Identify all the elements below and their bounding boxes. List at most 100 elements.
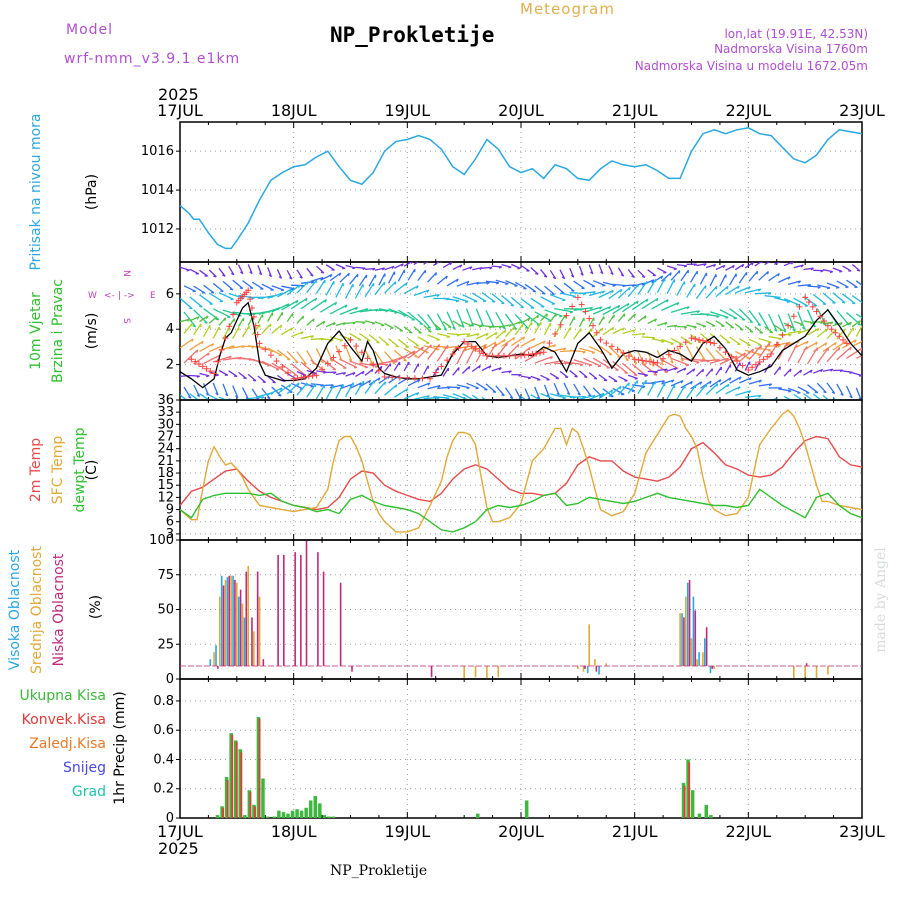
wind-arrowhead — [759, 331, 763, 334]
wind-vector — [456, 333, 470, 336]
wind-vector — [530, 394, 542, 400]
wind-vector — [212, 282, 224, 293]
y-tick-label: 100 — [149, 533, 174, 548]
wind-vector — [491, 265, 502, 268]
wind-vector — [709, 274, 717, 287]
wind-arrowhead — [243, 377, 247, 380]
wind-vector — [738, 348, 754, 363]
wind-vector — [680, 269, 689, 282]
wind-arrowhead — [561, 276, 565, 280]
wind-arrowhead — [726, 341, 731, 344]
wind-arrowhead — [196, 349, 199, 353]
precip-bar-precip_total — [476, 813, 480, 818]
wind-vector — [427, 334, 440, 341]
y-tick-label: 1016 — [141, 144, 174, 159]
wind-vector — [257, 375, 267, 383]
wind-arrowhead — [823, 391, 827, 394]
precip-bar-precip_conv — [226, 779, 229, 818]
wind-arrowhead — [849, 321, 852, 326]
wind-vector — [579, 347, 596, 354]
wind-vector — [306, 383, 317, 398]
wind-vector — [641, 279, 655, 286]
wind-vector — [813, 368, 823, 374]
wind-vector — [286, 269, 293, 280]
wind-vector — [806, 347, 818, 365]
wind-vector — [359, 332, 371, 342]
wind-vector — [472, 322, 483, 327]
wind-arrowhead — [703, 263, 707, 267]
wind-vector — [374, 365, 383, 374]
wind-vector — [579, 291, 596, 295]
wind-arrowhead — [732, 265, 735, 269]
precip-bar-precip_total — [308, 800, 313, 818]
wind-vector — [257, 295, 274, 300]
wind-vector — [520, 298, 535, 309]
wind-arrowhead — [632, 329, 636, 333]
wind-vector — [534, 285, 546, 295]
precip-legend-label: Grad — [72, 784, 106, 800]
wind-arrowhead — [205, 392, 209, 396]
wind-arrowhead — [633, 313, 636, 317]
wind-vector — [271, 285, 285, 291]
wind-vector — [397, 309, 416, 321]
wind-vector — [355, 266, 366, 269]
wind-vector — [559, 370, 569, 378]
wind-vector — [696, 263, 707, 267]
wind-vector — [836, 310, 850, 326]
wind-vector — [719, 274, 727, 287]
wind-vector — [306, 318, 315, 326]
wind-arrowhead — [421, 346, 424, 351]
wind-arrowhead — [410, 262, 413, 264]
wind-vector — [641, 362, 658, 376]
wind-arrowhead — [758, 379, 762, 383]
y-axis-label: (%) — [88, 595, 104, 619]
wind-vector — [271, 362, 289, 374]
wind-vector — [514, 323, 524, 336]
compass-bar: | — [118, 291, 121, 301]
wind-arrowhead — [636, 300, 639, 305]
wind-vector — [368, 334, 380, 344]
wind-vector — [222, 309, 242, 317]
wind-vector — [797, 328, 811, 335]
wind-arrowhead — [641, 275, 646, 278]
wind-vector — [534, 355, 553, 364]
wind-vector — [822, 341, 837, 353]
wind-vector — [744, 325, 754, 333]
wind-arrowhead — [860, 347, 862, 351]
wind-vector — [501, 295, 515, 307]
wind-vector — [592, 387, 603, 398]
wind-vector — [213, 355, 232, 363]
y-tick-label: 33 — [157, 405, 174, 420]
pressure-outer-label: Pritisak na nivou mora — [28, 113, 44, 270]
wind-vector — [631, 298, 649, 311]
precip-bar-precip_conv — [249, 791, 252, 818]
wind-vector — [520, 375, 531, 379]
wind-vector — [845, 385, 853, 399]
wind-arrowhead — [449, 262, 453, 266]
wind-vector — [437, 332, 451, 338]
wind-arrowhead — [498, 367, 502, 371]
wind-arrowhead — [330, 339, 334, 342]
x-tick-label-top: 21JUL — [612, 101, 658, 120]
wind-arrowhead — [418, 331, 422, 334]
wind-vector — [797, 284, 811, 287]
wind-vector — [228, 265, 235, 276]
temp-outer-label: dewpt Temp — [72, 427, 88, 512]
wind-vector — [686, 283, 696, 298]
wind-arrowhead — [228, 355, 232, 359]
wind-vector — [466, 382, 479, 389]
wind-arrowhead — [279, 324, 283, 329]
wind-arrowhead — [352, 321, 356, 325]
wind-arrowhead — [671, 379, 675, 383]
wind-vector — [783, 298, 800, 306]
wind-arrowhead — [631, 275, 635, 278]
wind-arrowhead — [610, 395, 614, 398]
x-tick-label-bottom: 21JUL — [612, 822, 658, 841]
wind-arrowhead — [436, 294, 440, 298]
wind-vector — [378, 273, 386, 286]
wind-vector — [670, 380, 684, 387]
wind-arrowhead — [661, 340, 665, 343]
wind-arrowhead — [624, 372, 628, 374]
wind-vector — [475, 382, 488, 391]
wind-vector — [300, 297, 317, 310]
